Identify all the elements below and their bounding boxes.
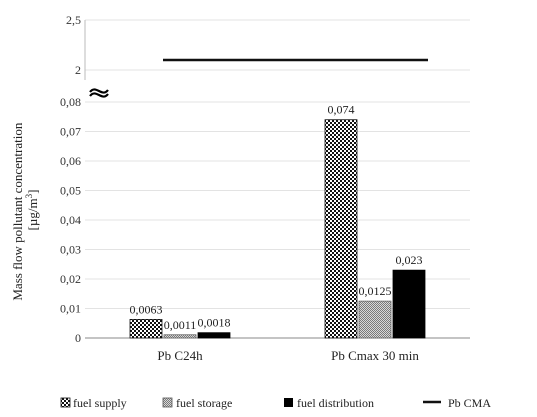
bar-fuel-distribution-1 (197, 332, 231, 339)
y-axis-label-unit-prefix: [µg/m (25, 198, 40, 230)
y-tick-label: 0,06 (60, 154, 81, 168)
data-label: 0,0125 (359, 284, 392, 298)
data-label: 0,0018 (198, 316, 231, 330)
legend-item-fuel-supply[interactable]: fuel supply (60, 396, 127, 410)
category-label: Pb C24h (157, 348, 203, 363)
y-tick-label: 0,07 (60, 125, 81, 139)
y-tick-label: 0,05 (60, 184, 81, 198)
y-axis-label-unit-suffix: ] (25, 190, 40, 194)
legend-item-pb-cma[interactable]: Pb CMA (423, 396, 491, 410)
y-tick-label: 0,02 (60, 272, 81, 286)
y-axis-ticks: 0 0,01 0,02 0,03 0,04 0,05 0,06 0,07 0,08 2 2,5 (60, 13, 81, 345)
y-axis-label-line2: [µg/m3] (24, 190, 40, 231)
legend-label-fuel-supply: fuel supply (73, 396, 127, 410)
y-tick-label: 0,04 (60, 213, 81, 227)
bar-fuel-supply-2 (324, 119, 358, 339)
y-tick-label: 2 (75, 63, 81, 77)
data-label: 0,074 (328, 103, 355, 117)
axis-break-mark (89, 88, 109, 98)
legend-swatch-fuel-storage (162, 397, 173, 408)
category-labels: Pb C24h Pb Cmax 30 min (157, 348, 419, 363)
legend-swatch-fuel-supply (60, 397, 71, 408)
category-label: Pb Cmax 30 min (331, 348, 419, 363)
data-label: 0,0011 (164, 318, 197, 332)
legend: fuel supply fuel storage fuel distributi… (60, 396, 491, 410)
legend-item-fuel-storage[interactable]: fuel storage (162, 396, 232, 410)
bar-fuel-supply-1 (129, 319, 163, 339)
y-axis-label: Mass flow pollutant concentration [µg/m3… (10, 119, 40, 300)
y-tick-label: 0,08 (60, 95, 81, 109)
legend-label-fuel-distribution: fuel distribution (297, 396, 374, 410)
data-label: 0,0063 (130, 302, 163, 316)
legend-item-fuel-distribution[interactable]: fuel distribution (284, 396, 374, 410)
y-tick-label: 0,01 (60, 302, 81, 316)
legend-label-pb-cma: Pb CMA (448, 396, 491, 410)
bars (129, 119, 426, 339)
y-axis-label-line1: Mass flow pollutant concentration (10, 122, 25, 300)
y-axis-label-unit-sup: 3 (24, 193, 34, 198)
bar-fuel-storage-2 (358, 300, 392, 339)
data-label: 0,023 (396, 253, 423, 267)
y-tick-label: 0 (75, 331, 81, 345)
bar-fuel-distribution-2 (392, 269, 426, 339)
legend-label-fuel-storage: fuel storage (176, 396, 232, 410)
gridlines (85, 19, 470, 309)
legend-swatch-fuel-distribution (284, 398, 293, 407)
y-tick-label: 0,03 (60, 243, 81, 257)
bar-fuel-storage-1 (163, 334, 197, 339)
y-tick-label: 2,5 (66, 13, 81, 27)
